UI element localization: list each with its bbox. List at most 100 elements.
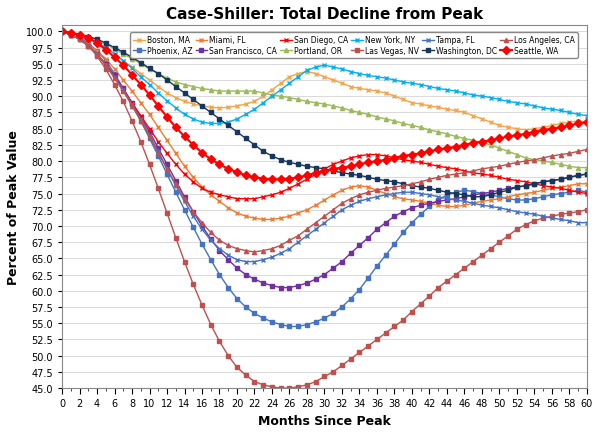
Washington, DC [583, 172, 590, 177]
Tampa, FL [347, 203, 355, 208]
Phoenix, AZ [242, 305, 250, 310]
San Francisco, CA [522, 184, 529, 189]
Los Angeles, CA [583, 148, 590, 153]
San Francisco, CA [382, 220, 389, 226]
Boston, MA [163, 91, 170, 96]
Phoenix, AZ [522, 198, 529, 203]
Los Angeles, CA [382, 186, 389, 191]
Line: Seattle, WA: Seattle, WA [59, 30, 590, 183]
Line: Boston, MA: Boston, MA [60, 30, 589, 133]
San Diego, CA [251, 197, 258, 202]
San Francisco, CA [242, 273, 250, 278]
Boston, MA [522, 128, 529, 133]
Tampa, FL [58, 30, 65, 35]
Seattle, WA [163, 115, 170, 120]
Portland, OR [181, 83, 188, 88]
Line: San Diego, CA: San Diego, CA [60, 30, 589, 201]
San Diego, CA [583, 191, 590, 197]
Tampa, FL [251, 260, 258, 265]
Phoenix, AZ [583, 190, 590, 195]
Seattle, WA [242, 173, 250, 178]
Legend: Boston, MA, Phoenix, AZ, Miami, FL, San Francisco, CA, San Diego, CA, Portland, : Boston, MA, Phoenix, AZ, Miami, FL, San … [130, 33, 578, 59]
Las Vegas, NV [242, 373, 250, 378]
Line: Las Vegas, NV: Las Vegas, NV [60, 30, 589, 390]
Phoenix, AZ [286, 324, 293, 329]
Washington, DC [373, 177, 380, 182]
Las Vegas, NV [522, 223, 529, 228]
Los Angeles, CA [522, 159, 529, 164]
Washington, DC [181, 91, 188, 96]
Los Angeles, CA [251, 250, 258, 255]
Miami, FL [58, 30, 65, 35]
Tampa, FL [242, 260, 250, 265]
Los Angeles, CA [242, 248, 250, 253]
Boston, MA [181, 99, 188, 105]
Portland, OR [242, 89, 250, 95]
Miami, FL [181, 164, 188, 170]
Las Vegas, NV [347, 356, 355, 362]
Seattle, WA [268, 177, 275, 182]
Washington, DC [163, 78, 170, 83]
Miami, FL [522, 191, 529, 197]
Phoenix, AZ [181, 207, 188, 213]
San Francisco, CA [58, 30, 65, 35]
San Francisco, CA [181, 195, 188, 200]
Title: Case-Shiller: Total Decline from Peak: Case-Shiller: Total Decline from Peak [166, 7, 483, 22]
Phoenix, AZ [382, 253, 389, 258]
Seattle, WA [58, 30, 65, 35]
Line: Los Angeles, CA: Los Angeles, CA [60, 30, 589, 254]
Line: Tampa, FL: Tampa, FL [60, 30, 589, 264]
Seattle, WA [181, 135, 188, 140]
Boston, MA [58, 30, 65, 35]
Las Vegas, NV [277, 385, 284, 391]
San Diego, CA [163, 151, 170, 157]
Seattle, WA [382, 158, 389, 163]
Seattle, WA [522, 132, 529, 137]
Miami, FL [260, 217, 267, 223]
X-axis label: Months Since Peak: Months Since Peak [258, 414, 391, 427]
Las Vegas, NV [58, 30, 65, 35]
San Diego, CA [522, 180, 529, 185]
New York, NY [58, 30, 65, 35]
Boston, MA [242, 102, 250, 107]
Los Angeles, CA [181, 197, 188, 202]
San Diego, CA [181, 172, 188, 177]
Las Vegas, NV [181, 260, 188, 265]
San Francisco, CA [163, 162, 170, 168]
New York, NY [163, 99, 170, 104]
New York, NY [251, 107, 258, 112]
Los Angeles, CA [163, 167, 170, 172]
Line: New York, NY: New York, NY [60, 30, 589, 126]
New York, NY [522, 102, 529, 107]
Tampa, FL [163, 167, 170, 172]
Portland, OR [338, 106, 346, 111]
Portland, OR [575, 166, 582, 171]
Las Vegas, NV [382, 331, 389, 336]
San Diego, CA [347, 156, 355, 161]
Boston, MA [373, 89, 380, 95]
Las Vegas, NV [163, 211, 170, 216]
Portland, OR [583, 166, 590, 171]
Line: Miami, FL: Miami, FL [60, 30, 589, 222]
Washington, DC [470, 195, 477, 200]
San Francisco, CA [277, 285, 284, 290]
Los Angeles, CA [58, 30, 65, 35]
Phoenix, AZ [347, 296, 355, 302]
Washington, DC [338, 171, 346, 176]
Phoenix, AZ [163, 172, 170, 177]
Tampa, FL [382, 193, 389, 198]
New York, NY [583, 114, 590, 119]
Miami, FL [382, 191, 389, 197]
San Francisco, CA [347, 251, 355, 256]
Portland, OR [58, 30, 65, 35]
Portland, OR [514, 153, 521, 158]
New York, NY [181, 112, 188, 118]
Miami, FL [347, 185, 355, 190]
Phoenix, AZ [58, 30, 65, 35]
Boston, MA [338, 82, 346, 87]
Boston, MA [583, 120, 590, 125]
Washington, DC [522, 184, 529, 189]
Line: Washington, DC: Washington, DC [60, 30, 589, 199]
Portland, OR [373, 115, 380, 120]
Line: Portland, OR: Portland, OR [60, 30, 589, 170]
